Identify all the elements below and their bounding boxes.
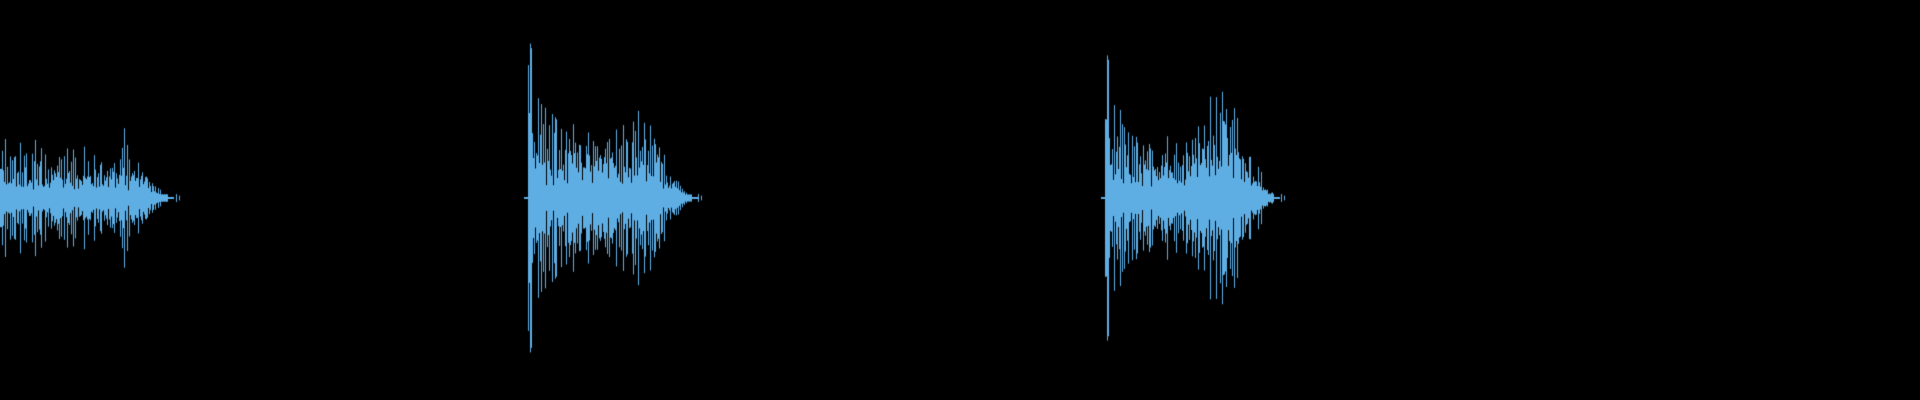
audio-waveform-viewer[interactable]: [0, 0, 1920, 400]
waveform-canvas[interactable]: [0, 0, 1920, 400]
